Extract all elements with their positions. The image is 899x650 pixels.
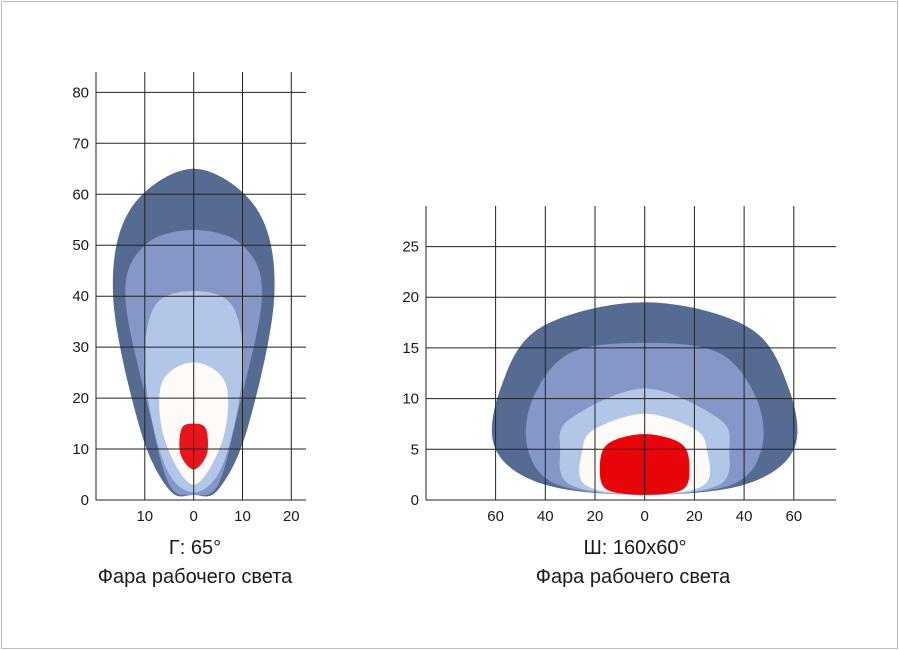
chart2-xtick-label-6: 60 (785, 508, 802, 525)
chart2-xtick-label-2: 20 (587, 508, 604, 525)
chart1-ytick-label-6: 60 (72, 186, 89, 203)
chart1-ytick-label-2: 20 (72, 390, 89, 407)
chart1-title: Г: 65° (168, 537, 222, 559)
chart1-ytick-label-8: 80 (72, 84, 89, 101)
chart1-ytick-label-5: 50 (72, 237, 89, 254)
chart1-ytick-label-0: 0 (81, 492, 89, 509)
chart1-ytick-label-4: 40 (72, 288, 89, 305)
chart1-ytick-label-3: 30 (72, 339, 89, 356)
chart2-title: Ш: 160х60° (583, 537, 687, 559)
chart2-xtick-label-3: 0 (641, 508, 649, 525)
chart1-ytick-label-7: 70 (72, 135, 89, 152)
chart2-ytick-label-1: 5 (411, 441, 419, 458)
chart1-subtitle: Фара рабочего света (97, 566, 293, 588)
chart1-xtick-label-3: 20 (283, 508, 300, 525)
chart1-xtick-label-0: 10 (136, 508, 153, 525)
chart2-xtick-label-1: 40 (537, 508, 554, 525)
chart2-subtitle: Фара рабочего света (535, 566, 731, 588)
chart2-ytick-label-4: 20 (402, 289, 419, 306)
chart2-xtick-label-4: 20 (686, 508, 703, 525)
chart1-xtick-label-2: 10 (234, 508, 251, 525)
chart2-ytick-label-0: 0 (411, 492, 419, 509)
chart2-ytick-label-2: 10 (402, 391, 419, 408)
chart2-ytick-label-3: 15 (402, 340, 419, 357)
chart2-xtick-label-0: 60 (487, 508, 504, 525)
chart1-xtick-label-1: 0 (190, 508, 198, 525)
chart2-ytick-label-5: 25 (402, 239, 419, 256)
chart2-xtick-label-5: 40 (736, 508, 753, 525)
chart1-ytick-label-1: 10 (72, 441, 89, 458)
